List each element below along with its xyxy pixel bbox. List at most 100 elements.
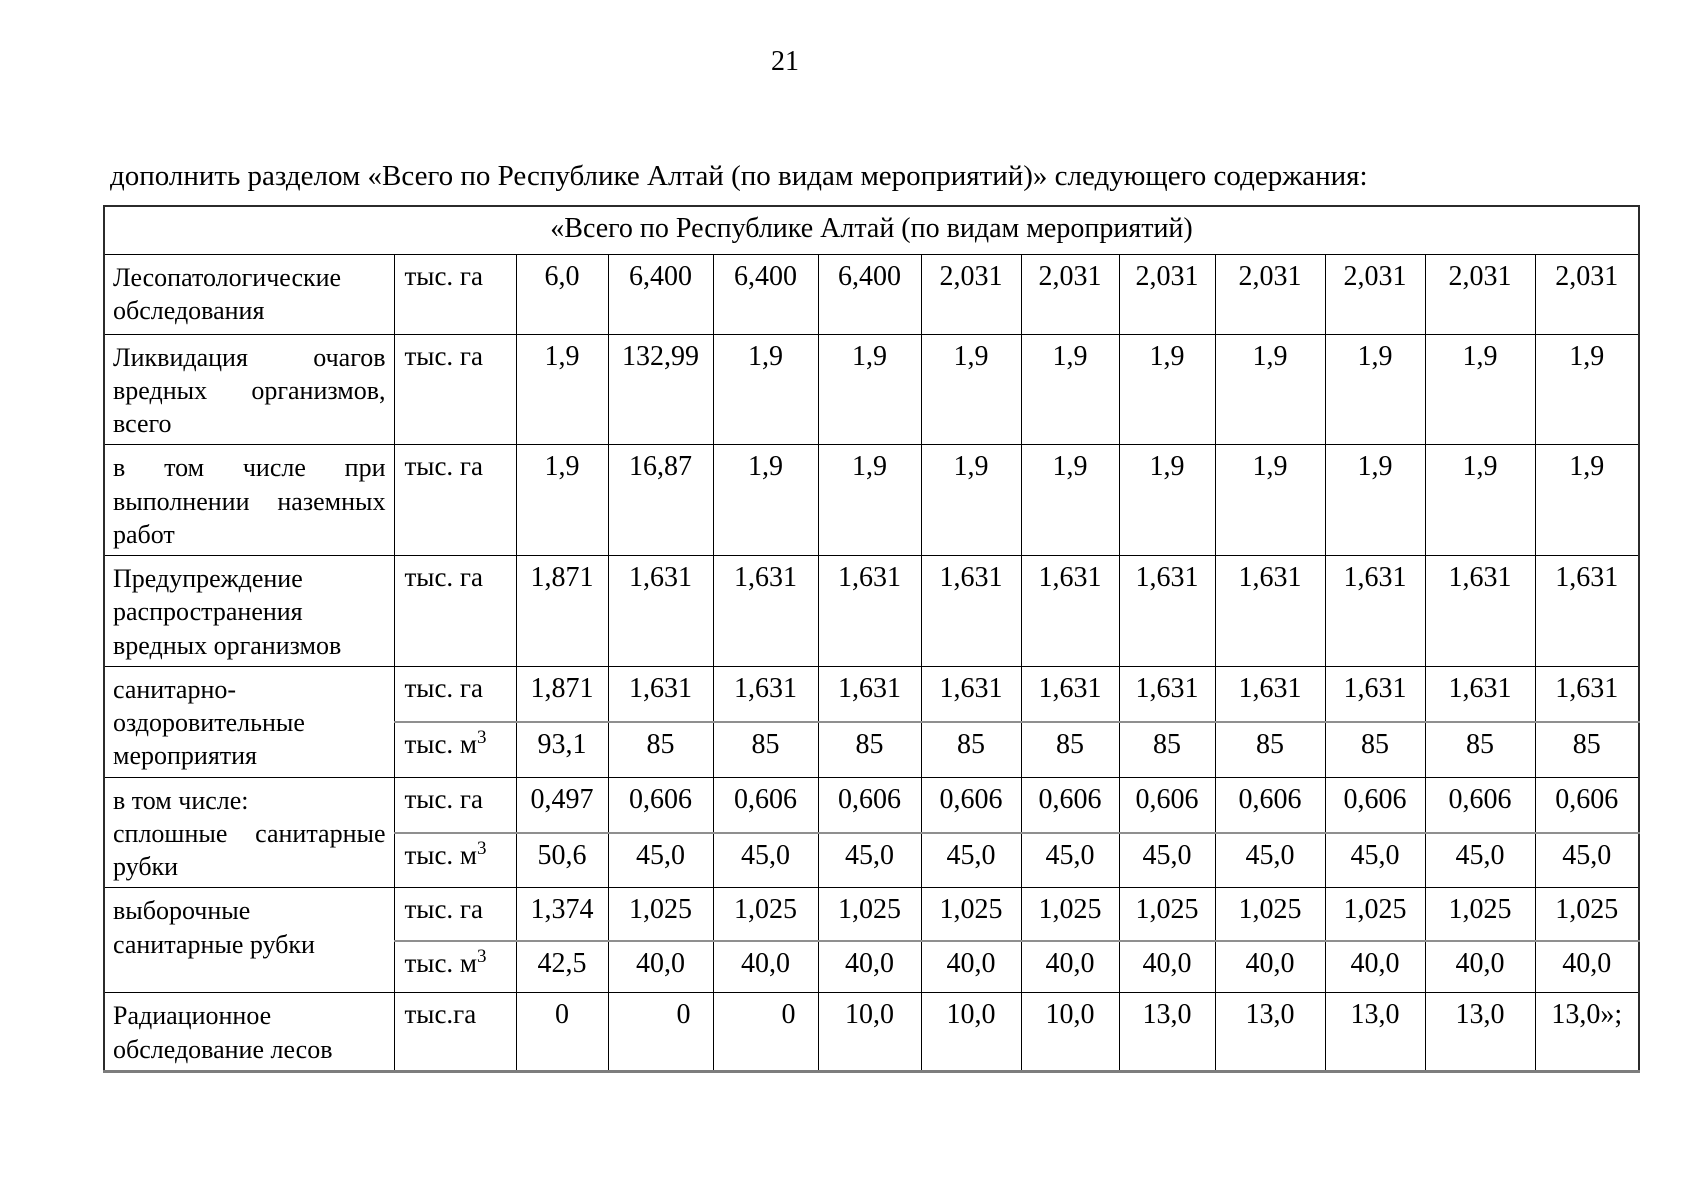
value-cell: 1,025 (1214, 887, 1326, 942)
value-cell: 0,606 (1534, 776, 1640, 834)
value-cell: 13,0»; (1534, 992, 1640, 1073)
value-cell: 1,631 (607, 555, 714, 667)
value-cell: 1,025 (712, 887, 819, 942)
value-cell: 1,9 (1324, 333, 1426, 446)
value-cell: 45,0 (1214, 831, 1326, 889)
unit-cell: тыс. га (393, 887, 517, 942)
value-cell: 2,031 (1214, 253, 1326, 335)
value-cell: 0,606 (920, 776, 1022, 834)
unit-superscript: 3 (477, 726, 487, 748)
value-cell: 6,400 (817, 253, 922, 335)
value-cell: 10,0 (817, 992, 922, 1073)
value-cell: 1,9 (920, 444, 1022, 557)
value-cell: 1,9 (712, 444, 819, 557)
value-cell: 1,631 (920, 555, 1022, 667)
unit-cell: тыс. га (393, 333, 517, 446)
value-cell: 45,0 (1424, 831, 1536, 889)
value-cell: 1,025 (920, 887, 1022, 942)
value-cell: 1,9 (1534, 444, 1640, 557)
value-cell: 13,0 (1118, 992, 1216, 1073)
value-cell: 0,497 (515, 776, 609, 834)
value-cell: 1,9 (1214, 444, 1326, 557)
table-row: в том числе: сплошные санитарные рубки ты… (103, 776, 1640, 889)
row-name-cell: Предупреждение распространения вредных о… (103, 555, 395, 667)
unit-cell: тыс. м3 (393, 939, 517, 994)
table-row: тыс. м3 42,5 40,0 40,0 40,0 40,0 40,0 40,0 40,0 4… (104, 939, 1640, 994)
value-cell: 1,631 (817, 665, 922, 723)
value-cell: 1,631 (817, 555, 922, 667)
table-row: Ликвидация очагов вредных организмов, вс… (103, 333, 1640, 446)
value-cell: 1,631 (1020, 555, 1120, 667)
row-name-cell: в том числе при выполнении наземных рабо… (103, 444, 395, 557)
value-cell: 40,0 (1424, 939, 1536, 994)
table-row: Лесопатологические обследования тыс. га 6,… (103, 253, 1640, 335)
value-cell: 85 (607, 720, 714, 778)
value-cell: 1,631 (607, 665, 714, 723)
unit-cell: тыс. га (393, 444, 517, 557)
value-cell: 0,606 (1324, 776, 1426, 834)
row-name-cell: в том числе: сплошные санитарные рубки (103, 776, 395, 889)
value-cell: 0,606 (1214, 776, 1326, 834)
value-cell: 1,631 (1534, 665, 1640, 723)
table-row: санитарно-оздоровительные мероприятия тыс… (103, 665, 1640, 778)
value-cell: 1,9 (1324, 444, 1426, 557)
measures-table: «Всего по Республике Алтай (по видам мер… (103, 205, 1640, 1074)
table-title-row: «Всего по Республике Алтай (по видам мер… (103, 205, 1640, 255)
value-cell: 1,9 (1118, 444, 1216, 557)
value-cell: 45,0 (712, 831, 819, 889)
value-cell: 0,606 (712, 776, 819, 834)
value-cell: 40,0 (1214, 939, 1326, 994)
value-cell: 40,0 (817, 939, 922, 994)
value-cell: 40,0 (1324, 939, 1426, 994)
value-cell: 85 (817, 720, 922, 778)
value-cell: 85 (1118, 720, 1216, 778)
value-cell: 1,374 (515, 887, 609, 942)
value-cell: 1,9 (1424, 444, 1536, 557)
value-cell: 1,631 (712, 665, 819, 723)
row-name-cell: санитарно-оздоровительные мероприятия (103, 665, 395, 778)
unit-superscript: 3 (477, 837, 487, 859)
unit-cell: тыс. га (393, 665, 517, 723)
value-cell: 45,0 (817, 831, 922, 889)
value-cell: 13,0 (1324, 992, 1426, 1073)
value-cell: 1,631 (712, 555, 819, 667)
value-cell: 1,631 (1324, 555, 1426, 667)
value-cell: 85 (712, 720, 819, 778)
unit-cell: тыс. га (393, 776, 517, 834)
unit-cell: тыс. м3 (393, 720, 517, 778)
value-cell: 1,631 (1020, 665, 1120, 723)
value-cell: 40,0 (1020, 939, 1120, 994)
value-cell: 6,400 (712, 253, 819, 335)
value-cell: 1,631 (1214, 665, 1326, 723)
table-row: в том числе при выполнении наземных рабо… (103, 444, 1640, 557)
value-cell: 1,9 (1534, 333, 1640, 446)
value-cell: 13,0 (1424, 992, 1536, 1073)
value-cell: 10,0 (920, 992, 1022, 1073)
value-cell: 45,0 (1534, 831, 1640, 889)
value-cell: 40,0 (1534, 939, 1640, 994)
value-cell: 42,5 (515, 939, 609, 994)
value-cell: 85 (1214, 720, 1326, 778)
value-cell: 2,031 (920, 253, 1022, 335)
value-cell: 45,0 (607, 831, 714, 889)
value-cell: 50,6 (515, 831, 609, 889)
value-cell: 6,0 (515, 253, 609, 335)
value-cell: 85 (1324, 720, 1426, 778)
unit-cell: тыс.га (393, 992, 517, 1073)
value-cell: 40,0 (607, 939, 714, 994)
value-cell: 85 (920, 720, 1022, 778)
value-cell: 13,0 (1214, 992, 1326, 1073)
value-cell: 1,025 (607, 887, 714, 942)
value-cell: 1,9 (515, 444, 609, 557)
value-cell: 1,9 (1020, 333, 1120, 446)
row-name-cell: Лесопатологические обследования (103, 253, 395, 335)
row-name-cell: Ликвидация очагов вредных организмов, вс… (103, 333, 395, 446)
unit-superscript: 3 (477, 945, 487, 967)
value-cell: 1,9 (712, 333, 819, 446)
value-cell: 10,0 (1020, 992, 1120, 1073)
value-cell: 1,631 (1118, 555, 1216, 667)
value-cell: 0 (607, 992, 714, 1073)
value-cell: 0,606 (817, 776, 922, 834)
value-cell: 1,025 (817, 887, 922, 942)
